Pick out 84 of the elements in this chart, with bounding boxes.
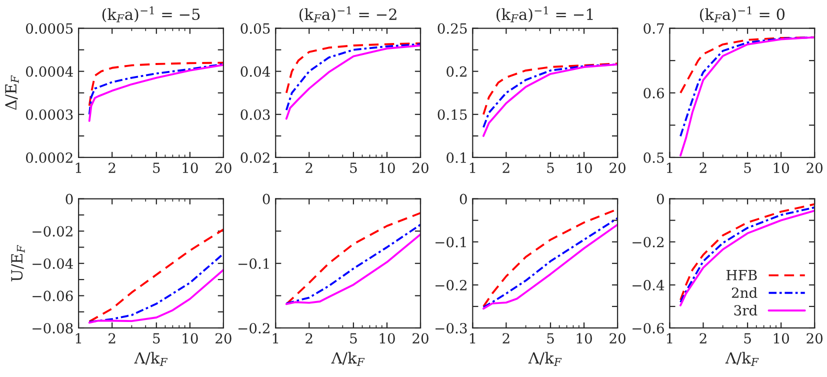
- x-tick-label: 2: [108, 162, 116, 173]
- x-tick-label: 5: [744, 162, 751, 174]
- x-tick-label: 20: [610, 333, 626, 344]
- x-axis-title: Λ/k$_{F}$: [528, 352, 562, 366]
- x-tick-label: 10: [576, 162, 592, 174]
- x-tick-label: 20: [412, 162, 428, 174]
- x-tick-label: 1: [272, 333, 278, 344]
- x-tick-label: 1: [76, 333, 82, 344]
- y-tick-label: 0.0003: [26, 109, 73, 120]
- y-tick-label: 0.5: [644, 152, 664, 163]
- x-tick-label: 2: [306, 333, 312, 344]
- y-tick-label: 0.1: [446, 152, 466, 163]
- x-tick-label: 5: [547, 162, 554, 174]
- x-tick-label: 20: [412, 333, 428, 344]
- x-tick-label: 2: [700, 162, 706, 173]
- y-tick-label: 0.7: [644, 23, 664, 34]
- chart-title: (k$_{F}$a)$^{−1}$ = −2: [299, 6, 396, 22]
- y-tick-label: −0.4: [632, 280, 664, 290]
- chart-title: (k$_{F}$a)$^{−1}$ = −5: [102, 6, 200, 22]
- x-tick-label: 20: [806, 162, 823, 174]
- y-tick-label: 0.03: [240, 109, 270, 120]
- y-tick-label: 0.04: [240, 66, 270, 77]
- x-tick-label: 10: [576, 333, 592, 344]
- x-tick-label: 1: [470, 333, 476, 344]
- x-tick-label: 5: [547, 333, 554, 344]
- y-tick-label: 0: [656, 194, 664, 204]
- x-tick-label: 5: [350, 333, 357, 344]
- y-tick-label: 0.25: [438, 23, 467, 34]
- x-tick-label: 5: [350, 162, 357, 174]
- x-tick-label: 1: [76, 162, 82, 173]
- x-tick-label: 20: [216, 333, 232, 344]
- y-tick-label: −0.6: [632, 322, 664, 334]
- y-tick-label: −0.2: [436, 280, 466, 290]
- x-tick-label: 5: [153, 162, 160, 174]
- y-tick-label: 0.0004: [26, 66, 74, 77]
- y-tick-label: −0.02: [32, 226, 72, 237]
- x-tick-label: 2: [502, 162, 510, 173]
- y-tick-label: −0.06: [32, 290, 73, 302]
- x-tick-label: 1: [272, 162, 278, 173]
- legend-label: 2nd: [732, 287, 758, 298]
- y-tick-label: −0.3: [436, 322, 467, 334]
- x-tick-label: 2: [700, 333, 706, 344]
- x-tick-label: 10: [774, 162, 789, 174]
- x-tick-label: 1: [470, 162, 476, 173]
- legend-label: 3rd: [734, 304, 758, 316]
- x-tick-label: 10: [380, 162, 395, 174]
- y-tick-label: 0.15: [438, 109, 467, 120]
- y-tick-label: 0.02: [240, 152, 270, 163]
- y-tick-label: −0.04: [32, 258, 74, 269]
- x-axis-title: Λ/k$_{F}$: [331, 352, 365, 366]
- x-tick-label: 10: [380, 333, 395, 344]
- x-tick-label: 2: [108, 333, 116, 344]
- y-tick-label: −0.08: [32, 322, 73, 334]
- x-tick-label: 2: [306, 162, 312, 173]
- x-tick-label: 20: [806, 333, 823, 344]
- y-tick-label: −0.1: [436, 236, 466, 248]
- x-tick-label: 10: [182, 333, 198, 344]
- y-tick-label: 0.0005: [26, 23, 73, 34]
- x-tick-label: 20: [610, 162, 626, 174]
- y-tick-label: −0.1: [238, 258, 269, 269]
- y-tick-label: −0.2: [632, 236, 664, 248]
- legend-label: HFB: [726, 270, 757, 280]
- x-tick-label: 2: [502, 333, 510, 344]
- y-tick-label: 0: [262, 194, 270, 204]
- x-tick-label: 1: [666, 333, 672, 344]
- x-axis-title: Λ/k$_{F}$: [134, 352, 168, 366]
- x-tick-label: 5: [744, 333, 751, 344]
- y-tick-label: 0.0002: [26, 152, 72, 163]
- y-axis-title: Δ/E$_{F}$: [5, 75, 19, 110]
- chart-title: (k$_{F}$a)$^{−1}$ = −1: [496, 6, 593, 22]
- chart-title: (k$_{F}$a)$^{−1}$ = 0: [700, 6, 785, 22]
- x-tick-label: 5: [153, 333, 160, 344]
- y-tick-label: 0: [460, 194, 467, 204]
- x-tick-label: 10: [182, 162, 198, 174]
- y-tick-label: 0.05: [240, 23, 270, 34]
- y-tick-label: 0.6: [644, 88, 664, 98]
- y-axis-title: U/E$_{F}$: [11, 244, 25, 282]
- x-tick-label: 1: [666, 162, 672, 173]
- x-axis-title: Λ/k$_{F}$: [725, 352, 759, 366]
- x-tick-label: 20: [216, 162, 232, 174]
- x-tick-label: 10: [774, 333, 789, 344]
- y-tick-label: −0.2: [238, 322, 270, 334]
- y-tick-label: 0: [66, 194, 73, 204]
- y-tick-label: 0.2: [446, 66, 466, 77]
